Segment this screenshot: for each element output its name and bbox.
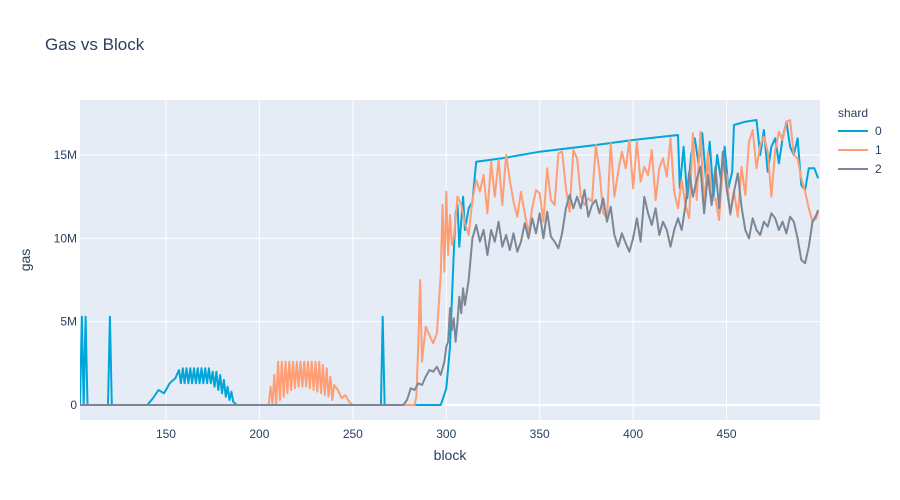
legend-item-0[interactable]: 0 [838, 124, 882, 138]
legend[interactable]: shard 0 1 2 [838, 106, 882, 176]
y-tick-label: 15M [54, 148, 77, 162]
y-tick-label: 10M [54, 231, 77, 245]
x-tick-label: 450 [717, 427, 737, 441]
legend-title: shard [838, 106, 868, 120]
tick-labels: 150 200 250 300 350 400 450 0 5M 10M 15M [54, 148, 737, 441]
legend-item-2[interactable]: 2 [838, 162, 882, 176]
legend-label: 1 [875, 143, 882, 157]
x-tick-label: 200 [249, 427, 269, 441]
series-line-0 [80, 119, 820, 406]
legend-label: 2 [875, 162, 882, 176]
legend-item-1[interactable]: 1 [838, 143, 882, 157]
chart-title: Gas vs Block [45, 35, 145, 54]
series-line-2 [80, 150, 820, 406]
x-axis-title: block [434, 447, 468, 463]
y-axis-title: gas [17, 249, 33, 272]
x-tick-label: 300 [436, 427, 456, 441]
y-tick-label: 0 [70, 398, 77, 412]
x-tick-label: 150 [156, 427, 176, 441]
series-lines [80, 119, 820, 406]
x-tick-label: 350 [530, 427, 550, 441]
x-tick-label: 250 [343, 427, 363, 441]
legend-label: 0 [875, 124, 882, 138]
x-tick-label: 400 [623, 427, 643, 441]
y-tick-label: 5M [60, 315, 77, 329]
